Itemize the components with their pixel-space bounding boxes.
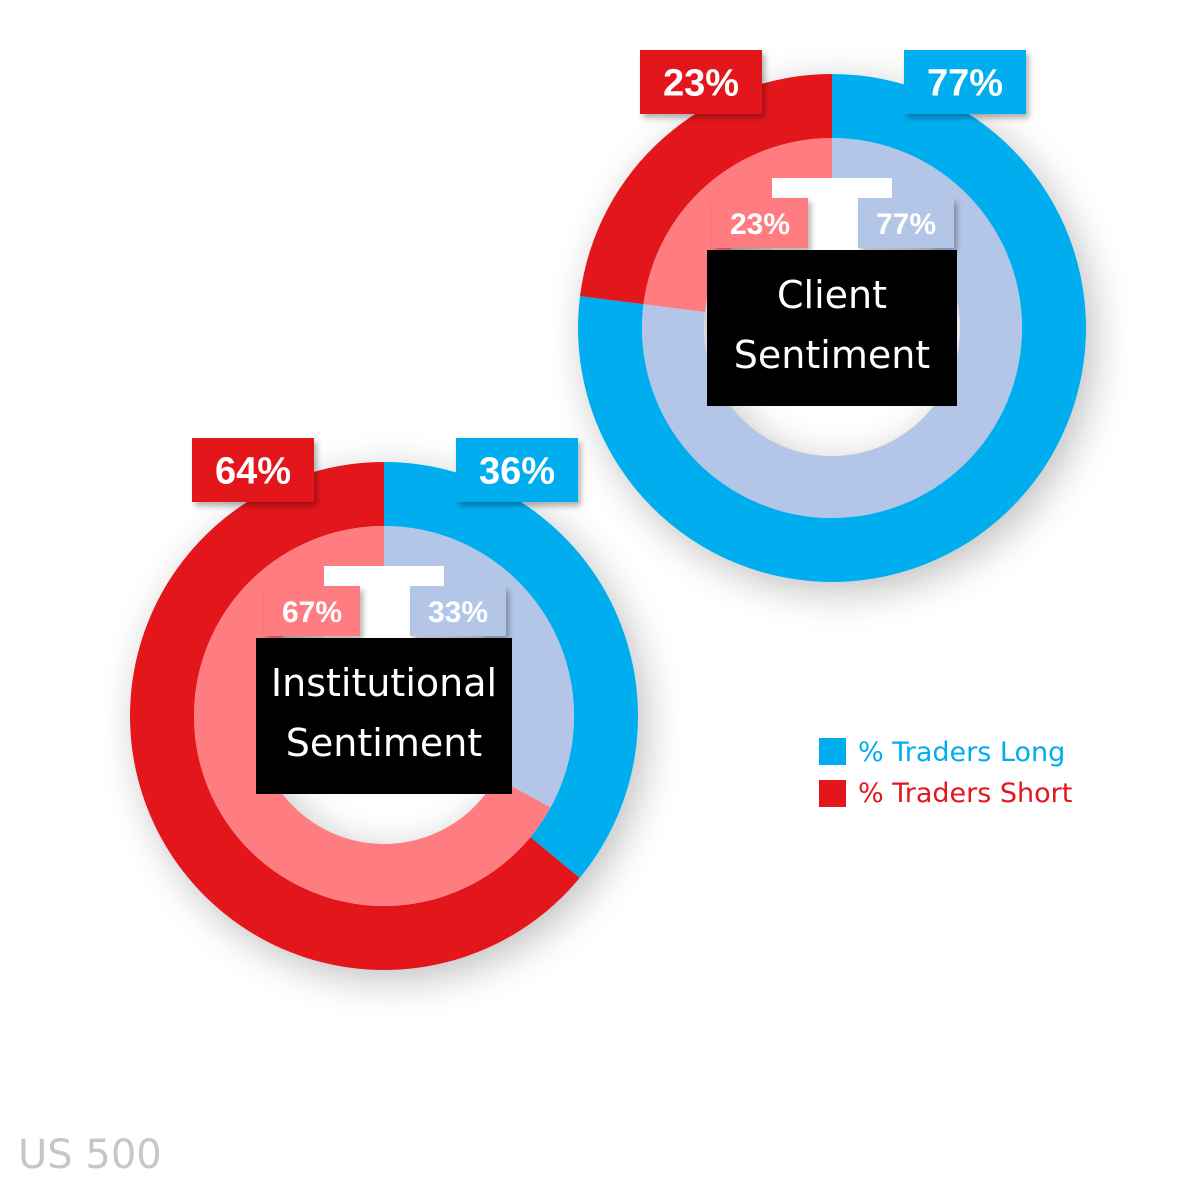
legend-label-long: % Traders Long (858, 737, 1065, 768)
client-inner-short-label-box (712, 198, 808, 248)
legend-label-short: % Traders Short (858, 778, 1072, 809)
client-inner-long-label: 77% (858, 198, 954, 248)
client-outer-short-label-box (640, 50, 762, 114)
institutional-inner-long-label-box (410, 586, 506, 636)
institutional-inner-long-label: 33% (410, 586, 506, 636)
client-outer-long-label-text: 77% (927, 63, 1003, 105)
client-sentiment-donut: Client Sentiment 77% 23% 77% 23% (578, 50, 1087, 582)
client-center-box (707, 250, 957, 406)
institutional-outer-long-label-box (456, 438, 578, 502)
institutional-outer-short-label: 64% (192, 438, 314, 502)
institutional-outer-short-label-text: 64% (215, 451, 291, 493)
client-inner-short-label-text: 23% (730, 208, 790, 241)
institutional-outer-short-label-box (192, 438, 314, 502)
client-outer-short-label-text: 23% (663, 63, 739, 105)
client-outer-long-label: 77% (904, 50, 1026, 114)
institutional-title-line-1: Sentiment (286, 721, 482, 765)
institutional-inner-long-label-text: 33% (428, 596, 488, 629)
client-title-line-1: Sentiment (734, 333, 930, 377)
institutional-outer-long-label: 36% (456, 438, 578, 502)
institutional-inner-short-label-text: 67% (282, 596, 342, 629)
client-outer-long-label-box (904, 50, 1026, 114)
institutional-inner-short-label-box (264, 586, 360, 636)
instrument-label: US 500 (18, 1132, 162, 1178)
client-inner-long-label-text: 77% (876, 208, 936, 241)
legend-swatch-short (819, 780, 846, 807)
client-inner-long-label-box (858, 198, 954, 248)
institutional-outer-long-label-text: 36% (479, 451, 555, 493)
institutional-title-line-0: Institutional (271, 661, 497, 705)
institutional-outer-short-segment (130, 462, 580, 970)
institutional-sentiment-donut: Institutional Sentiment 36% 64% 33% 67% (130, 438, 639, 970)
client-outer-short-segment (580, 74, 832, 305)
institutional-center-box (256, 638, 512, 794)
legend-swatch-long (819, 738, 846, 765)
client-inner-short-label: 23% (712, 198, 808, 248)
legend: % Traders Long % Traders Short (819, 737, 1072, 809)
client-outer-short-label: 23% (640, 50, 762, 114)
client-title-line-0: Client (777, 273, 887, 317)
institutional-inner-short-label: 67% (264, 586, 360, 636)
institutional-outer-long-segment (384, 462, 639, 878)
